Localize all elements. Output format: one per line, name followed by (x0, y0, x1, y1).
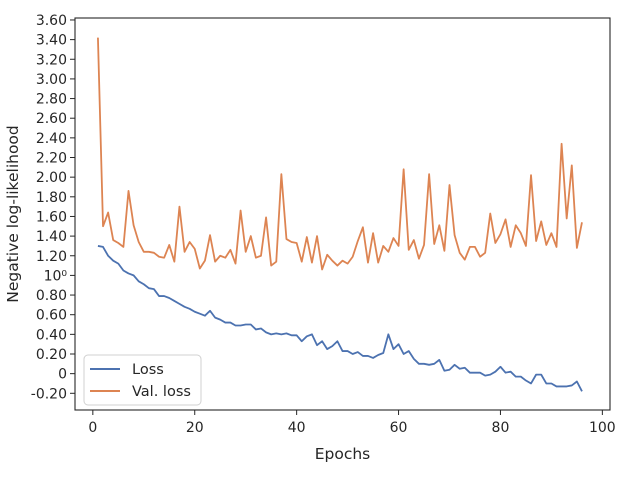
y-tick-label: 3.20 (36, 52, 67, 68)
y-tick-label: 2.20 (36, 151, 67, 167)
legend-label-loss: Loss (132, 362, 164, 378)
y-axis: -0.20 0 0.20 0.40 0.60 0.80 10⁰ 1.20 1.40 1.60 1.8… (31, 13, 75, 402)
y-tick-label: 3.60 (36, 13, 67, 29)
y-tick-label: 3.00 (36, 72, 67, 88)
x-tick-label: 40 (288, 420, 306, 436)
y-tick-label: 2.40 (36, 131, 67, 147)
y-tick-label: 0.80 (36, 288, 67, 304)
y-tick-label: 1.60 (36, 209, 67, 225)
plot-frame (74, 17, 611, 411)
y-tick-label: -0.20 (31, 386, 67, 402)
x-tick-label: 60 (390, 420, 408, 436)
y-axis-label: Negative log-likelihood (4, 125, 22, 303)
legend-label-val-loss: Val. loss (132, 384, 191, 400)
y-tick-label: 2.60 (36, 111, 67, 127)
y-tick-label: 0.20 (36, 347, 67, 363)
series-layer (97, 37, 583, 392)
legend: Loss Val. loss (83, 354, 202, 406)
series-line-val-loss (97, 37, 583, 271)
x-tick-label: 0 (88, 420, 97, 436)
y-tick-label: 0 (58, 367, 67, 383)
x-axis-label: Epochs (315, 445, 371, 463)
y-tick-label: 2.00 (36, 170, 67, 186)
y-tick-label: 0.40 (36, 327, 67, 343)
y-tick-label: 1.80 (36, 190, 67, 206)
x-axis: 0 20 40 60 80 100 (88, 410, 616, 436)
y-tick-label: 10⁰ (44, 268, 68, 284)
x-tick-label: 100 (589, 420, 616, 436)
y-tick-label: 3.40 (36, 33, 67, 49)
legend-box (83, 354, 202, 406)
x-tick-label: 20 (186, 420, 204, 436)
y-tick-label: 1.40 (36, 229, 67, 245)
x-tick-label: 80 (492, 420, 510, 436)
y-tick-label: 1.20 (36, 249, 67, 265)
series-line-loss (97, 245, 583, 392)
y-tick-label: 2.80 (36, 92, 67, 108)
y-tick-label: 0.60 (36, 308, 67, 324)
